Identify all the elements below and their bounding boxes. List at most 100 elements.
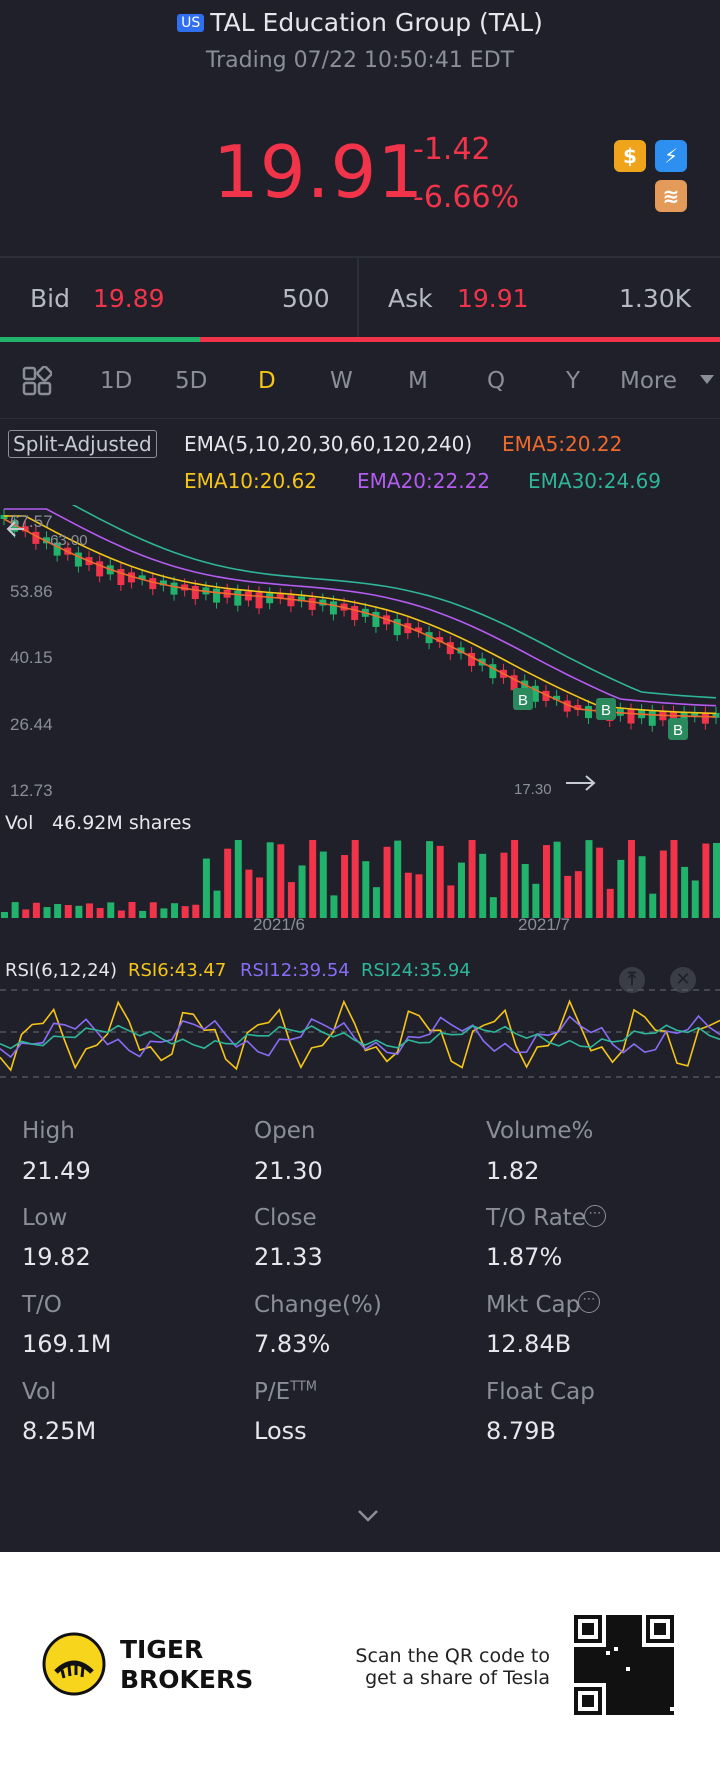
ema-params[interactable]: EMA(5,10,20,30,60,120,240): [184, 432, 473, 456]
ask-size: 1.30K: [619, 284, 692, 313]
candle: [701, 706, 709, 730]
ema-line: [71, 505, 717, 699]
arrow-left-icon[interactable]: [6, 521, 24, 537]
volume-bar: [149, 902, 157, 918]
bid-size: 500: [282, 284, 330, 313]
ema-line: [4, 515, 717, 715]
candle: [266, 587, 274, 610]
volume-bar: [266, 842, 274, 918]
candle: [372, 605, 380, 633]
candle: [553, 689, 561, 706]
close-icon[interactable]: ✕: [670, 967, 696, 993]
stat-pe-label: P/ETTM: [254, 1379, 317, 1405]
ema-line: [4, 508, 717, 707]
volume-bar: [511, 840, 519, 918]
svg-text:B: B: [673, 722, 683, 739]
arrow-right-icon[interactable]: [566, 775, 596, 791]
volume-bar: [649, 893, 657, 918]
price-change: -1.42: [413, 132, 491, 167]
ema5-value: EMA5:20.22: [502, 432, 623, 456]
volume-bar: [489, 897, 497, 918]
candle: [159, 574, 167, 592]
tab-1d[interactable]: 1D: [100, 368, 133, 394]
volume-bar: [234, 840, 242, 918]
stat-mkt-cap-label: Mkt Cap: [486, 1292, 581, 1318]
layout-grid-icon[interactable]: [22, 365, 53, 396]
volume-bar: [627, 840, 635, 918]
stat-low-value: 19.82: [22, 1243, 91, 1271]
stat-vol-label: Vol: [22, 1379, 57, 1405]
split-adjusted-toggle[interactable]: Split-Adjusted: [8, 430, 157, 458]
volume-bar: [596, 847, 604, 918]
candle: [53, 536, 61, 562]
chevron-down-icon[interactable]: [700, 375, 714, 384]
volume-bar: [436, 845, 444, 918]
tab-weekly[interactable]: W: [330, 368, 353, 394]
volume-bar: [75, 905, 83, 918]
dollar-icon[interactable]: $: [614, 140, 646, 172]
stack-icon[interactable]: ≋: [655, 180, 687, 212]
candle: [138, 569, 146, 586]
volume-label: Vol: [5, 812, 34, 834]
candle: [468, 646, 476, 672]
tab-quarterly[interactable]: Q: [487, 368, 506, 394]
tab-yearly[interactable]: Y: [566, 368, 581, 394]
stat-change-label: Change(%): [254, 1292, 382, 1318]
candle: [21, 520, 29, 538]
info-icon[interactable]: ⋯: [584, 1205, 606, 1227]
stat-volume-pct-label: Volume%: [486, 1118, 594, 1144]
rsi-line: [0, 999, 720, 1072]
volume-bar: [32, 902, 40, 918]
volume-chart[interactable]: 2021/6 2021/7: [0, 840, 720, 935]
tab-monthly[interactable]: M: [408, 368, 428, 394]
stat-turnover-rate-value: 1.87%: [486, 1243, 563, 1271]
volume-bar: [287, 882, 295, 918]
rsi-params[interactable]: RSI(6,12,24): [5, 960, 117, 981]
info-icon[interactable]: ⋯: [578, 1291, 600, 1313]
candle: [489, 658, 497, 685]
stat-float-cap-value: 8.79B: [486, 1417, 556, 1445]
volume-bar: [659, 850, 667, 918]
candle: [74, 546, 82, 573]
volume-bar: [383, 846, 391, 918]
volume-bar: [351, 840, 359, 918]
stat-close-label: Close: [254, 1205, 317, 1231]
buy-marker-3: B: [668, 718, 688, 740]
price-change-pct: -6.66%: [413, 180, 520, 215]
candle: [43, 531, 51, 550]
y-tick-4: 26.44: [10, 715, 53, 734]
pin-top-icon[interactable]: ⤒: [619, 967, 645, 993]
volume-bar: [617, 859, 625, 918]
candle: [425, 626, 433, 650]
volume-bar: [213, 890, 221, 918]
candle: [436, 631, 444, 649]
candlestick-chart[interactable]: 67.57 53.86 40.15 26.44 12.73 63.00 17.3…: [0, 505, 720, 800]
expand-chevron-icon[interactable]: [356, 1508, 380, 1528]
ask-volume-bar: [200, 337, 720, 342]
tab-daily[interactable]: D: [258, 368, 276, 394]
scan-line2: get a share of Tesla: [365, 1667, 550, 1689]
stat-open-value: 21.30: [254, 1157, 323, 1185]
quote-header: US TAL Education Group (TAL) Trading 07/2…: [0, 0, 720, 258]
volume-bar: [128, 902, 136, 918]
rsi-chart[interactable]: [0, 985, 720, 1095]
qr-code: [574, 1615, 674, 1715]
volume-bar: [564, 875, 572, 918]
buy-marker-1: B: [513, 688, 533, 710]
stat-change-value: 7.83%: [254, 1330, 331, 1358]
trading-status: Trading 07/22 10:50:41 EDT: [205, 48, 515, 73]
tab-5d[interactable]: 5D: [175, 368, 208, 394]
scan-caption: Scan the QR code to get a share of Tesla: [355, 1645, 550, 1689]
stat-pe-value: Loss: [254, 1417, 307, 1445]
volume-bar: [638, 856, 646, 918]
candle: [446, 636, 454, 661]
lightning-icon[interactable]: ⚡: [655, 140, 687, 172]
stat-turnover-rate-label: T/O Rate: [486, 1205, 586, 1231]
volume-bar: [256, 877, 264, 918]
tab-more[interactable]: More: [620, 368, 678, 394]
stat-mkt-cap-value: 12.84B: [486, 1330, 572, 1358]
volume-value: 46.92M shares: [52, 812, 192, 834]
stat-turnover-value: 169.1M: [22, 1330, 112, 1358]
candle: [542, 684, 550, 707]
volume-bar: [426, 841, 434, 918]
